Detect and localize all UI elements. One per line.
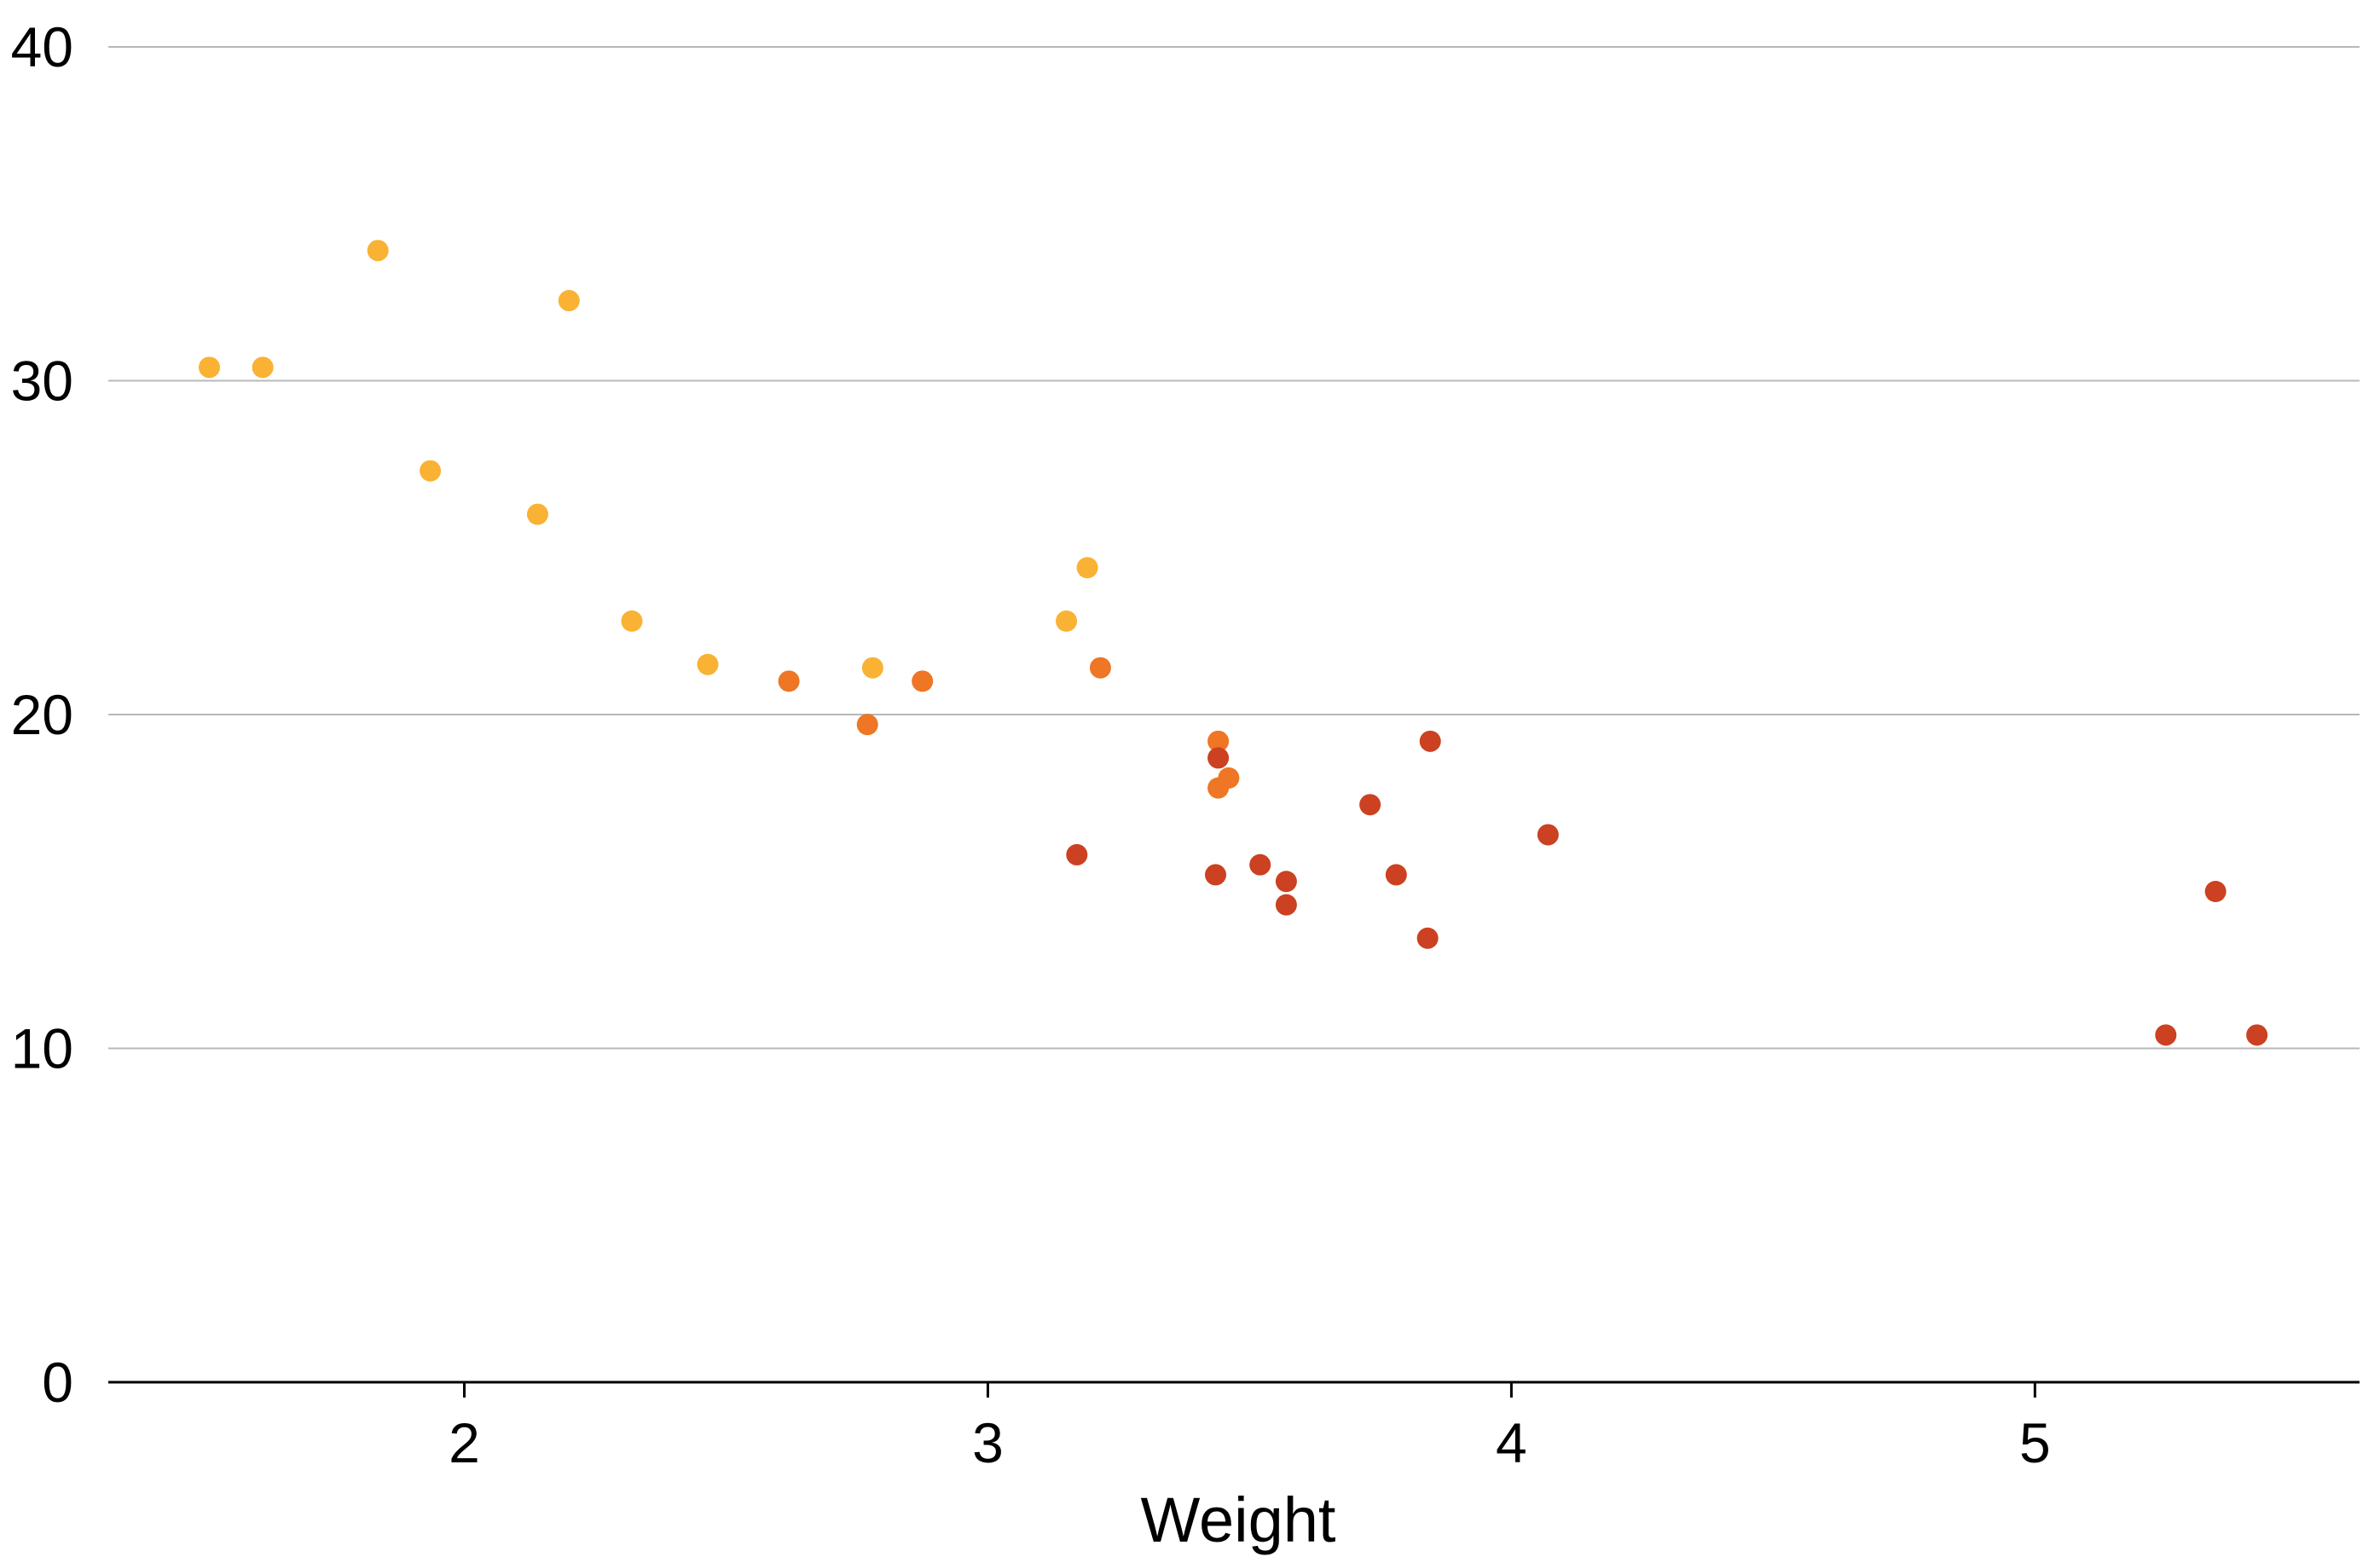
data-point-s2-7 (1385, 864, 1407, 886)
data-point-s1-2 (912, 670, 934, 692)
y-tick-label-30: 30 (11, 350, 73, 413)
data-point-s2-13 (2246, 1024, 2268, 1046)
data-point-s0-1 (252, 356, 274, 379)
data-point-s2-9 (1419, 730, 1441, 752)
data-point-s2-8 (1416, 927, 1439, 949)
y-tick-label-10: 10 (11, 1017, 73, 1080)
data-point-s2-3 (1249, 854, 1271, 876)
x-tick-label-5: 5 (2019, 1411, 2051, 1474)
data-point-s2-1 (1205, 864, 1227, 886)
data-point-s0-0 (198, 356, 220, 379)
data-point-s2-5 (1275, 894, 1297, 916)
data-point-s0-4 (526, 503, 548, 525)
data-point-s0-2 (367, 240, 389, 262)
data-point-s1-4 (1207, 730, 1230, 752)
x-tick-label-3: 3 (972, 1411, 1004, 1474)
x-tick-label-2: 2 (449, 1411, 480, 1474)
data-point-s2-2 (1207, 747, 1230, 769)
gridlines (108, 46, 2360, 1050)
x-axis-label: Weight (1141, 1485, 1336, 1555)
data-point-s2-6 (1359, 794, 1381, 816)
y-tick-label-40: 40 (11, 15, 73, 78)
data-point-s1-6 (1218, 767, 1240, 789)
y-tick-label-20: 20 (11, 683, 73, 746)
data-point-s0-8 (861, 657, 883, 679)
data-point-s2-12 (2204, 880, 2227, 902)
data-point-s2-10 (1537, 824, 1559, 846)
data-point-s0-3 (420, 460, 442, 482)
data-point-s0-7 (697, 653, 719, 675)
data-point-s0-6 (621, 610, 643, 632)
x-tick-label-4: 4 (1496, 1411, 1527, 1474)
data-point-s2-0 (1066, 843, 1088, 865)
y-tick-label-0: 0 (42, 1351, 73, 1414)
data-points (198, 240, 2268, 1046)
data-point-s1-0 (778, 670, 800, 692)
data-point-s1-3 (1089, 657, 1111, 679)
data-point-s0-9 (1056, 610, 1078, 632)
data-point-s2-11 (2155, 1024, 2177, 1046)
data-point-s2-4 (1275, 871, 1297, 893)
y-axis-ticks: 0 10 20 30 40 (11, 15, 73, 1414)
x-axis-ticks: 2 3 4 5 (449, 1382, 2051, 1474)
data-point-s0-10 (1076, 557, 1098, 579)
data-point-s1-1 (856, 714, 878, 736)
data-point-s0-5 (558, 290, 580, 312)
